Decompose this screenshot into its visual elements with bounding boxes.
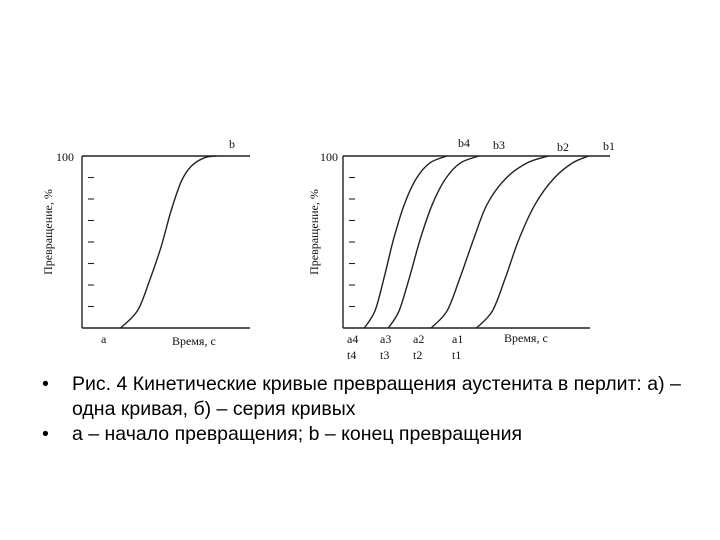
kinetic-curve-b [120, 155, 217, 329]
caption-bullet-1: • Рис. 4 Кинетические кривые превращения… [42, 372, 702, 422]
y-tick-label-100-b: 100 [320, 150, 338, 164]
curves-a [120, 155, 217, 329]
end-label-b2: b2 [557, 140, 569, 154]
curves-b [363, 155, 589, 329]
figure-caption: • Рис. 4 Кинетические кривые превращения… [42, 372, 702, 447]
end-label-b3: b3 [493, 138, 505, 152]
time-label-t3: t3 [380, 348, 389, 360]
start-label-a1: a1 [452, 332, 463, 346]
kinetic-curve-b2 [430, 155, 549, 329]
bullet-dot: • [42, 373, 49, 395]
start-label-a: a [101, 332, 107, 346]
y-axis-label-a: Превращение, % [41, 189, 55, 275]
chart-panel-a: 100 Превращение, % Время, с a b [41, 137, 250, 348]
chart-panel-b: 100 Превращение, % Время, с b4 b3 b2 b1 … [307, 136, 615, 360]
time-label-t1: t1 [452, 348, 461, 360]
kinetic-curve-b1 [475, 155, 589, 329]
start-label-a2: a2 [413, 332, 424, 346]
kinetic-curve-b3 [387, 155, 480, 329]
y-axis-label-b: Превращение, % [307, 189, 321, 275]
end-label-b: b [229, 137, 235, 151]
kinetic-curve-b4 [363, 155, 448, 329]
kinetic-curves-figure: 100 Превращение, % Время, с a b 100 Прев… [41, 136, 615, 360]
x-axis-label-a: Время, с [172, 334, 216, 348]
bullet-dot: • [42, 423, 49, 445]
caption-line-2: a – начало превращения; b – конец превра… [72, 423, 523, 445]
caption-line-1: Рис. 4 Кинетические кривые превращения а… [72, 373, 681, 420]
x-axis-label-b: Время, с [504, 331, 548, 345]
caption-bullet-2: • a – начало превращения; b – конец прев… [42, 422, 702, 447]
y-tick-label-100-a: 100 [56, 150, 74, 164]
time-label-t2: t2 [413, 348, 422, 360]
end-label-b1: b1 [603, 139, 615, 153]
y-ticks-a [88, 176, 94, 308]
start-label-a3: a3 [380, 332, 391, 346]
start-label-a4: a4 [347, 332, 358, 346]
end-label-b4: b4 [458, 136, 470, 150]
y-ticks-b [349, 176, 355, 308]
time-label-t4: t4 [347, 348, 356, 360]
